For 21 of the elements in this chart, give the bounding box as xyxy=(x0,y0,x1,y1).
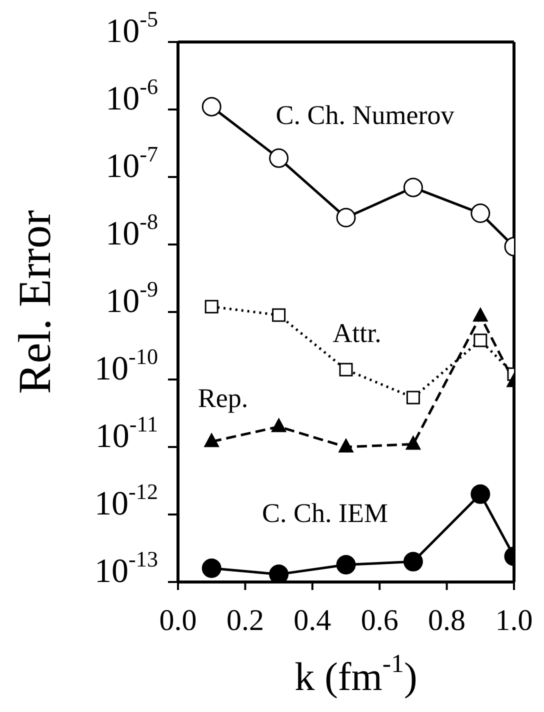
x-tick-label: 1.0 xyxy=(495,604,533,637)
y-tick-label: 10$^{-7}$ xyxy=(106,142,158,185)
series-label: Rep. xyxy=(198,383,248,414)
x-tick-label: 0.8 xyxy=(428,604,466,637)
x-tick-label: 0.2 xyxy=(226,604,264,637)
series-label: C. Ch. IEM xyxy=(262,498,388,529)
y-tick-label: 10$^{-12}$ xyxy=(94,479,158,522)
x-tick-label: 0.0 xyxy=(159,604,197,637)
x-tick-label: 0.4 xyxy=(294,604,332,637)
y-tick-label: 10$^{-13}$ xyxy=(94,546,158,590)
y-tick-label: 10$^{-9}$ xyxy=(106,276,158,320)
y-tick-label: 10$^{-11}$ xyxy=(95,412,158,455)
x-axis-title: k (fm$^{-1}$) xyxy=(294,649,418,699)
y-axis-title: Rel. Error xyxy=(9,210,60,394)
y-tick-label: 10$^{-5}$ xyxy=(106,6,158,50)
y-tick-label: 10$^{-10}$ xyxy=(94,344,158,388)
y-tick-label: 10$^{-6}$ xyxy=(106,74,158,118)
series-label: Attr. xyxy=(332,318,382,349)
series-label: C. Ch. Numerov xyxy=(276,100,454,131)
y-tick-label: 10$^{-8}$ xyxy=(106,209,158,252)
x-tick-label: 0.6 xyxy=(360,604,398,637)
